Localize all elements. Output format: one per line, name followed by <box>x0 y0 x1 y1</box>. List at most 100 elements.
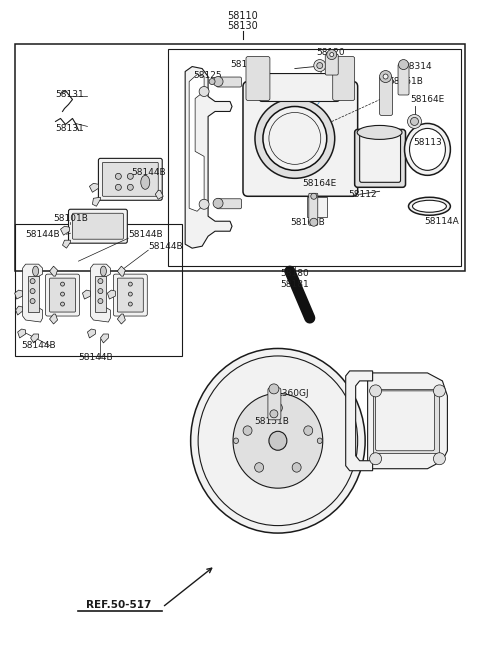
FancyBboxPatch shape <box>72 213 123 239</box>
Bar <box>15 224 182 356</box>
Text: 58180: 58180 <box>280 268 309 278</box>
Circle shape <box>127 173 133 179</box>
Circle shape <box>30 298 35 304</box>
Circle shape <box>255 99 335 178</box>
Ellipse shape <box>304 426 313 436</box>
Polygon shape <box>189 75 204 211</box>
Ellipse shape <box>412 200 446 212</box>
Circle shape <box>398 59 408 69</box>
Circle shape <box>330 53 334 57</box>
Circle shape <box>30 278 35 284</box>
Polygon shape <box>49 266 58 276</box>
Circle shape <box>310 218 318 226</box>
FancyBboxPatch shape <box>98 159 162 200</box>
Circle shape <box>60 292 64 296</box>
Polygon shape <box>28 276 38 312</box>
Polygon shape <box>368 373 447 469</box>
Text: 58130: 58130 <box>228 21 258 31</box>
Polygon shape <box>18 329 25 338</box>
Ellipse shape <box>405 123 450 175</box>
FancyBboxPatch shape <box>380 77 393 115</box>
Text: 58113: 58113 <box>413 138 442 147</box>
Polygon shape <box>16 306 23 315</box>
Polygon shape <box>62 240 71 248</box>
Circle shape <box>327 49 336 59</box>
FancyBboxPatch shape <box>398 64 409 95</box>
Polygon shape <box>185 67 232 248</box>
Circle shape <box>433 385 445 397</box>
FancyBboxPatch shape <box>102 163 158 196</box>
Circle shape <box>98 288 103 294</box>
Circle shape <box>213 77 223 87</box>
FancyBboxPatch shape <box>355 129 406 187</box>
Bar <box>307 197 327 217</box>
Circle shape <box>60 302 64 306</box>
Polygon shape <box>15 290 23 299</box>
Polygon shape <box>60 226 70 235</box>
Ellipse shape <box>198 356 358 525</box>
Polygon shape <box>23 264 43 322</box>
Circle shape <box>380 71 392 83</box>
Polygon shape <box>100 334 108 343</box>
Circle shape <box>209 79 215 85</box>
Circle shape <box>408 115 421 129</box>
Text: 58131: 58131 <box>56 90 84 99</box>
Polygon shape <box>117 266 125 276</box>
Text: 58181: 58181 <box>280 280 309 288</box>
Circle shape <box>370 453 382 465</box>
Circle shape <box>98 278 103 284</box>
Bar <box>168 49 461 266</box>
Text: 58144B: 58144B <box>148 242 183 250</box>
Text: 58162B: 58162B <box>290 218 325 226</box>
Circle shape <box>115 173 121 179</box>
FancyBboxPatch shape <box>259 73 340 101</box>
Text: 58314: 58314 <box>403 62 432 71</box>
Ellipse shape <box>292 463 301 472</box>
Circle shape <box>128 292 132 296</box>
Circle shape <box>314 59 326 71</box>
Circle shape <box>128 302 132 306</box>
Polygon shape <box>87 329 96 338</box>
Circle shape <box>263 107 327 170</box>
Text: 58163B: 58163B <box>230 60 265 69</box>
FancyBboxPatch shape <box>325 54 338 75</box>
Ellipse shape <box>408 197 450 215</box>
FancyBboxPatch shape <box>117 278 144 312</box>
Circle shape <box>127 184 133 190</box>
FancyBboxPatch shape <box>113 274 147 316</box>
FancyBboxPatch shape <box>216 198 241 208</box>
Ellipse shape <box>409 129 445 170</box>
Ellipse shape <box>233 438 239 444</box>
Text: 58112: 58112 <box>348 190 377 198</box>
Text: 58131: 58131 <box>56 124 84 133</box>
Text: 1360GJ: 1360GJ <box>276 390 309 398</box>
Circle shape <box>60 282 64 286</box>
Polygon shape <box>155 190 163 199</box>
Text: 58144B: 58144B <box>78 354 113 362</box>
Polygon shape <box>346 371 372 471</box>
Polygon shape <box>89 183 98 192</box>
Circle shape <box>199 87 209 97</box>
Circle shape <box>269 384 279 394</box>
Polygon shape <box>90 264 110 322</box>
Text: 58120: 58120 <box>316 48 345 57</box>
Text: 58125: 58125 <box>194 71 222 80</box>
FancyBboxPatch shape <box>243 81 358 196</box>
Ellipse shape <box>100 266 107 276</box>
FancyBboxPatch shape <box>309 193 318 225</box>
Circle shape <box>269 113 321 165</box>
Polygon shape <box>96 276 107 312</box>
FancyBboxPatch shape <box>376 391 434 451</box>
Text: 58144B: 58144B <box>21 342 56 350</box>
Ellipse shape <box>191 348 365 533</box>
Ellipse shape <box>269 432 287 450</box>
Circle shape <box>98 298 103 304</box>
Text: 58164E: 58164E <box>410 95 444 104</box>
FancyBboxPatch shape <box>46 274 80 316</box>
Polygon shape <box>83 290 90 299</box>
FancyBboxPatch shape <box>246 57 270 101</box>
Circle shape <box>115 184 121 190</box>
Polygon shape <box>49 314 58 324</box>
Polygon shape <box>31 334 38 343</box>
FancyBboxPatch shape <box>49 278 75 312</box>
